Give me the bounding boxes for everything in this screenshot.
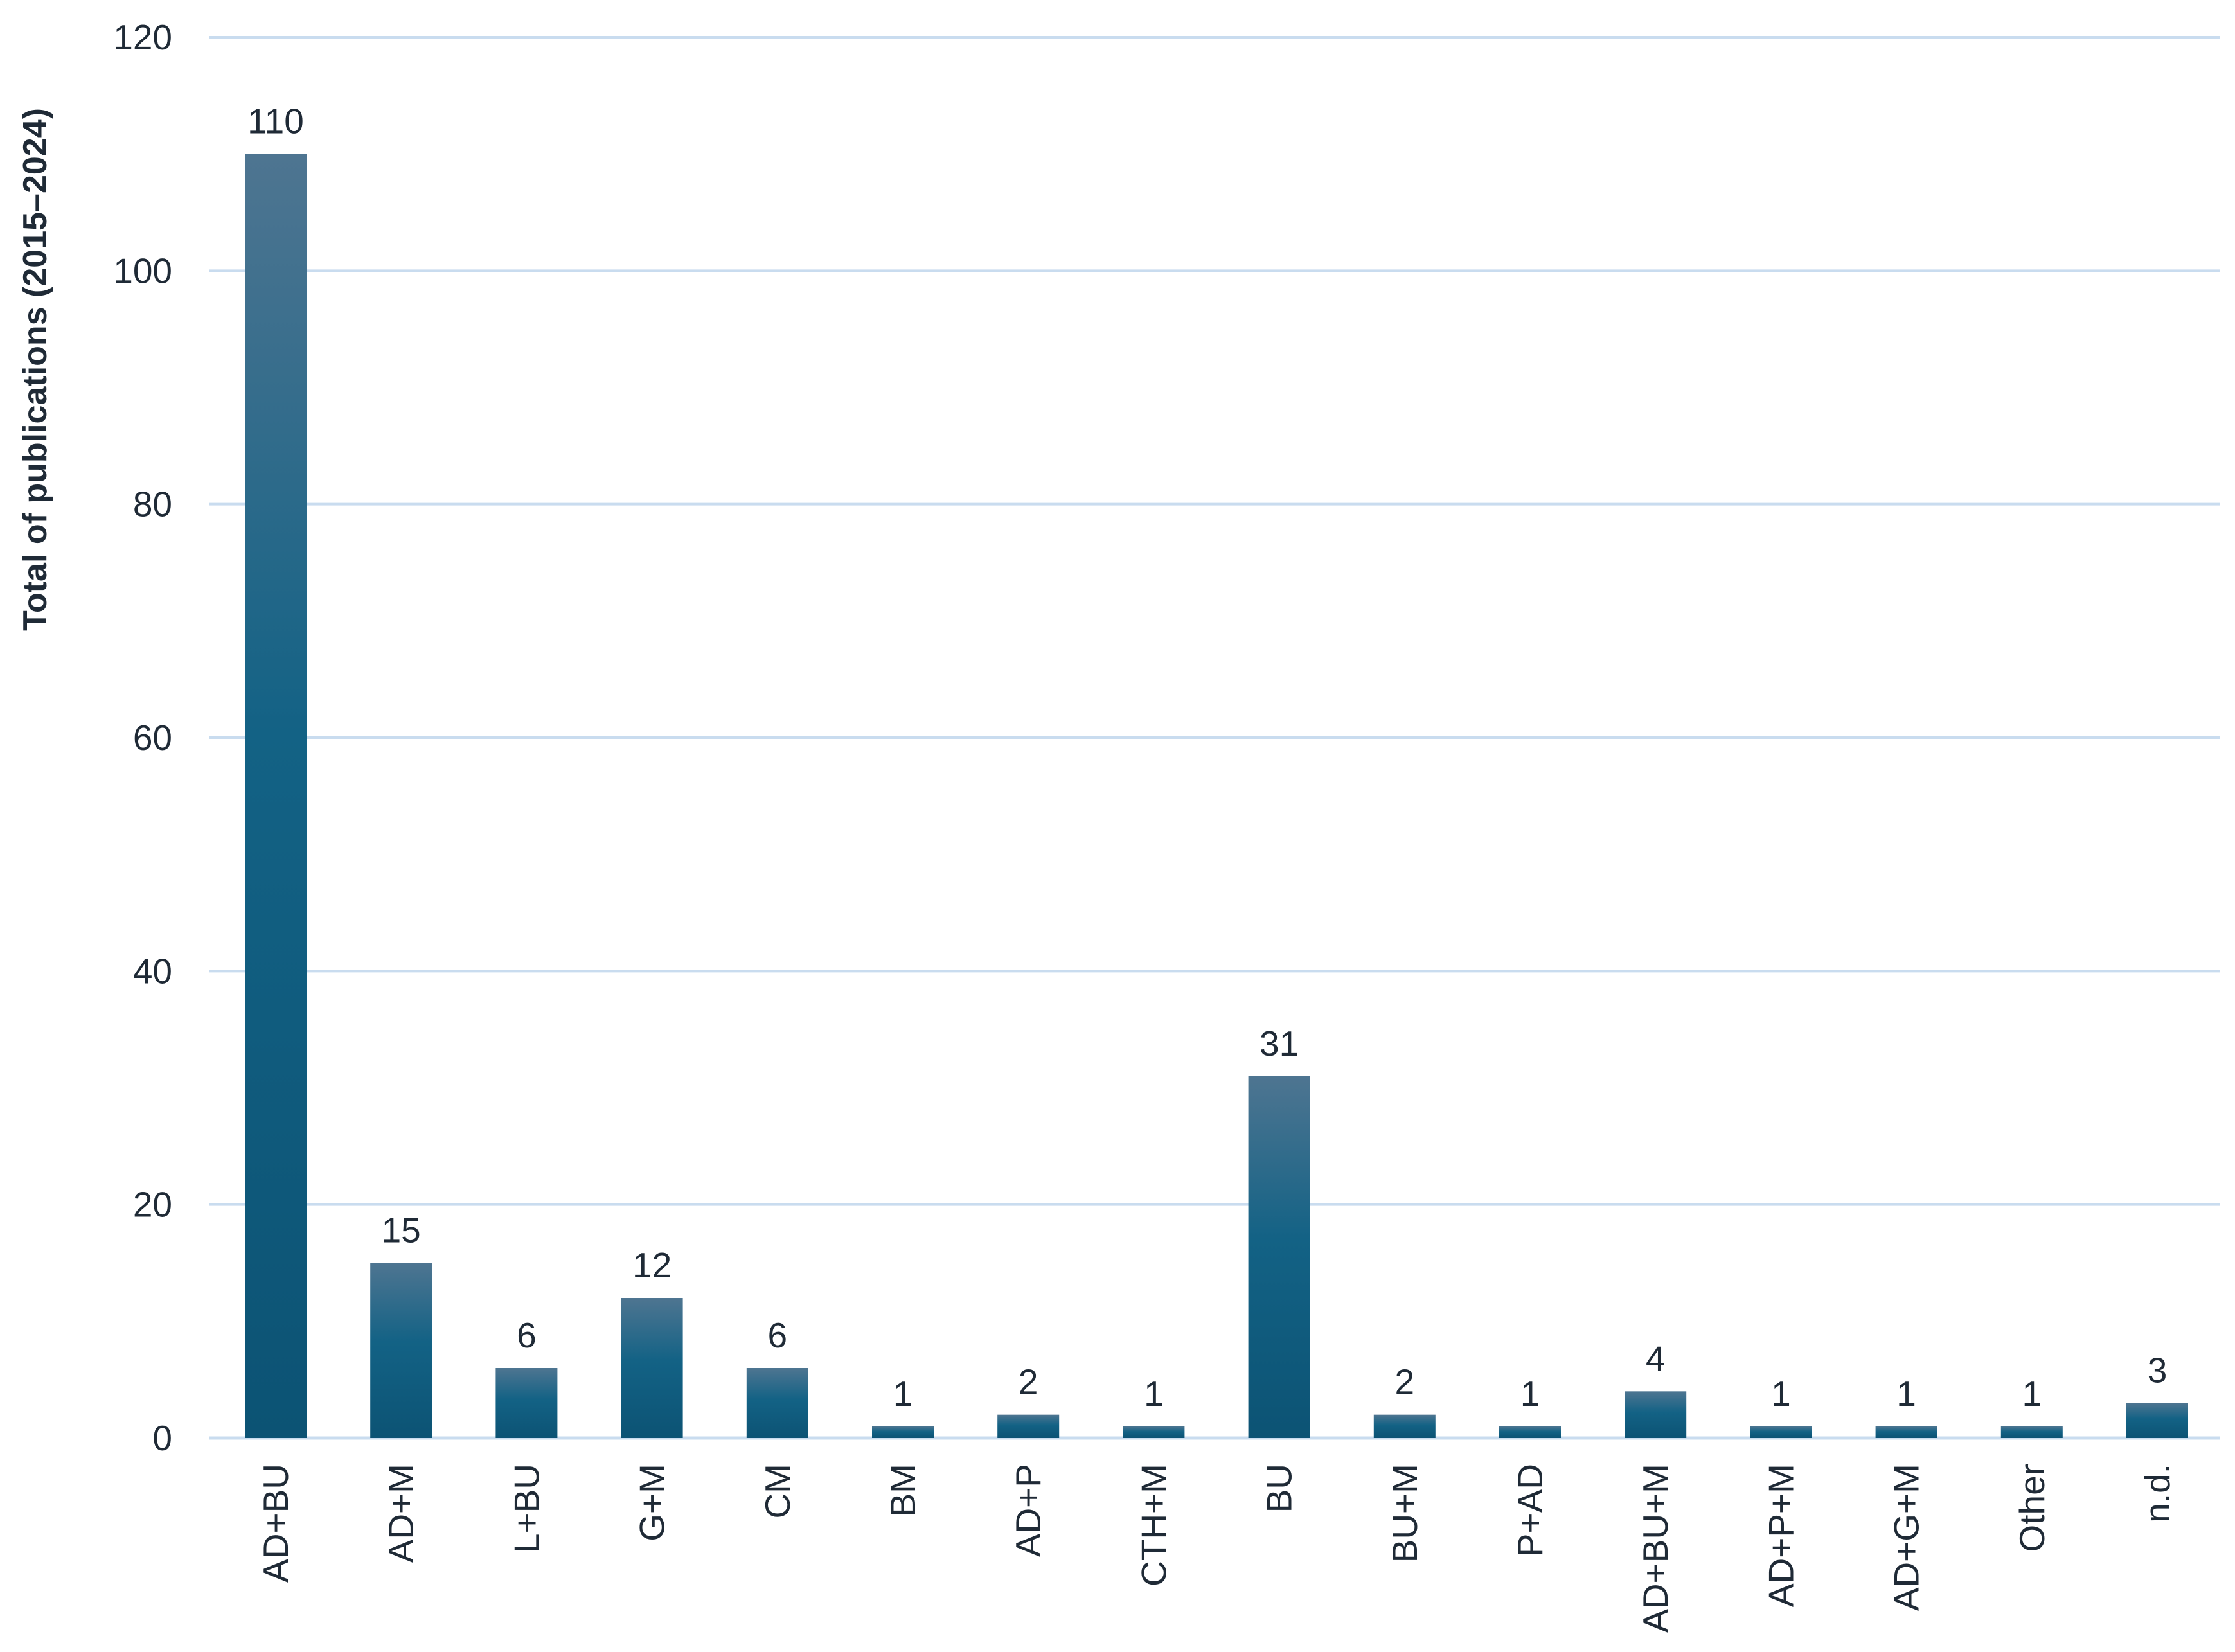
x-tick-label-AD+G+M: AD+G+M: [1887, 1464, 1927, 1611]
bar-AD+BU+M: [1625, 1391, 1687, 1438]
data-label-AD+BU: 110: [247, 102, 304, 141]
bar-AD+P: [997, 1414, 1060, 1438]
x-tick-label-Other: Other: [2012, 1464, 2052, 1552]
y-tick-label-60: 60: [133, 718, 172, 758]
bar-L+BU: [495, 1368, 558, 1438]
bar-BU: [1248, 1076, 1310, 1438]
x-tick-label-n.d.: n.d.: [2137, 1464, 2177, 1523]
bar-AD+BU: [245, 154, 307, 1439]
x-tick-label-AD+P: AD+P: [1008, 1464, 1048, 1557]
data-label-AD+M: 15: [382, 1211, 421, 1250]
x-tick-label-AD+BU+M: AD+BU+M: [1635, 1464, 1675, 1633]
y-tick-label-40: 40: [133, 951, 172, 991]
bar-BM: [872, 1426, 934, 1438]
data-label-BM: 1: [893, 1374, 913, 1414]
x-tick-label-BM: BM: [883, 1464, 923, 1517]
bar-P+AD: [1499, 1426, 1561, 1438]
y-tick-label-20: 20: [133, 1185, 172, 1225]
x-tick-label-L+BU: L+BU: [506, 1464, 546, 1553]
data-label-Other: 1: [2022, 1374, 2042, 1414]
bar-Other: [2000, 1426, 2063, 1438]
data-label-AD+BU+M: 4: [1646, 1338, 1666, 1378]
data-label-G+M: 12: [632, 1245, 672, 1285]
x-tick-label-AD+P+M: AD+P+M: [1761, 1464, 1801, 1607]
data-label-AD+P+M: 1: [1771, 1374, 1791, 1414]
data-label-CM: 6: [768, 1315, 788, 1355]
x-tick-label-AD+BU: AD+BU: [256, 1464, 296, 1583]
bar-AD+P+M: [1750, 1426, 1812, 1438]
y-tick-label-120: 120: [113, 17, 172, 57]
y-tick-label-80: 80: [133, 484, 172, 524]
x-axis-categories: AD+BU AD+M L+BU G+M CM BM AD+P CTH+M BU BU+M P+AD A…: [256, 1464, 2177, 1633]
x-tick-label-P+AD: P+AD: [1510, 1464, 1550, 1557]
y-tick-label-0: 0: [152, 1418, 172, 1458]
bar-CTH+M: [1123, 1426, 1185, 1438]
y-tick-label-100: 100: [113, 251, 172, 290]
data-label-n.d.: 3: [2148, 1351, 2168, 1390]
bar-G+M: [621, 1298, 683, 1438]
y-axis-title: Total of publications (2015–2024): [17, 108, 54, 631]
data-label-BU: 31: [1260, 1024, 1299, 1063]
x-tick-label-CM: CM: [758, 1464, 797, 1519]
bars: [245, 154, 2188, 1439]
bar-AD+G+M: [1875, 1426, 1937, 1438]
bar-AD+M: [370, 1263, 432, 1438]
bar-BU+M: [1373, 1414, 1436, 1438]
x-tick-label-G+M: G+M: [632, 1464, 672, 1541]
gridlines: [209, 36, 2220, 1440]
x-tick-label-AD+M: AD+M: [381, 1464, 421, 1563]
data-label-BU+M: 2: [1395, 1362, 1415, 1402]
x-tick-label-CTH+M: CTH+M: [1134, 1464, 1173, 1586]
data-label-CTH+M: 1: [1144, 1374, 1164, 1414]
bar-CM: [746, 1368, 808, 1438]
bar-n.d.: [2126, 1403, 2188, 1438]
y-axis-ticks: 0 20 40 60 80 100 120: [113, 17, 172, 1458]
x-tick-label-BU: BU: [1260, 1464, 1299, 1513]
data-label-L+BU: 6: [517, 1315, 537, 1355]
data-label-AD+P: 2: [1019, 1362, 1038, 1402]
data-label-P+AD: 1: [1520, 1374, 1540, 1414]
data-label-AD+G+M: 1: [1896, 1374, 1916, 1414]
x-tick-label-BU+M: BU+M: [1385, 1464, 1425, 1563]
